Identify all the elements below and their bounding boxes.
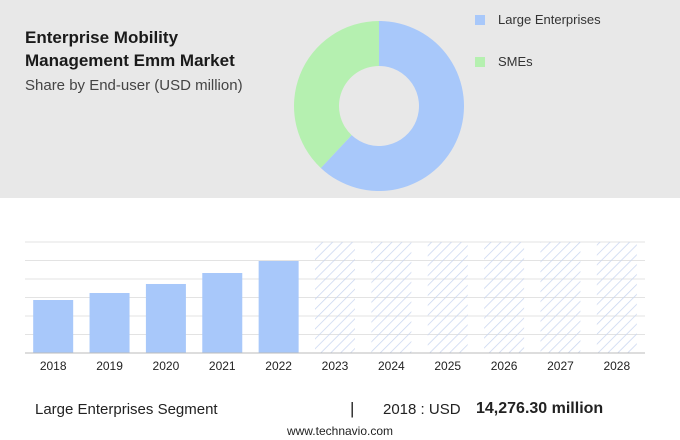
x-tick-label: 2023: [322, 359, 349, 373]
x-tick-label: 2020: [153, 359, 180, 373]
x-tick-label: 2018: [40, 359, 67, 373]
bar: [258, 261, 299, 353]
footer-separator: |: [350, 399, 355, 418]
legend-label: Large Enterprises: [498, 12, 601, 27]
chart-title: Enterprise Mobility Management Emm Marke…: [25, 28, 235, 70]
source: www.technavio.com: [286, 424, 394, 438]
forecast-placeholder: [596, 242, 637, 353]
forecast-placeholder: [427, 242, 468, 353]
legend-swatch: [475, 57, 485, 67]
bar: [33, 300, 74, 353]
forecast-placeholder: [315, 242, 355, 353]
x-tick-label: 2026: [491, 359, 518, 373]
donut-slice: [294, 21, 379, 168]
forecast-placeholder: [484, 242, 525, 353]
forecast-placeholder: [371, 242, 412, 353]
footer-year: 2018 : USD: [383, 401, 461, 418]
chart-subtitle: Share by End-user (USD million): [25, 77, 243, 94]
x-tick-label: 2021: [209, 359, 236, 373]
bar: [202, 272, 243, 353]
x-tick-label: 2027: [547, 359, 574, 373]
x-tick-label: 2024: [378, 359, 405, 373]
bar: [145, 283, 186, 353]
footer-segment: Large Enterprises Segment: [35, 401, 218, 418]
x-tick-label: 2025: [434, 359, 461, 373]
forecast-placeholder: [540, 242, 581, 353]
legend-swatch: [475, 15, 485, 25]
footer-value: 14,276.30 million: [476, 400, 604, 417]
x-tick-label: 2028: [603, 359, 630, 373]
donut-slice: [320, 21, 465, 192]
x-tick-label: 2019: [96, 359, 123, 373]
legend-label: SMEs: [498, 54, 533, 69]
x-tick-label: 2022: [265, 359, 292, 373]
bar: [89, 293, 130, 353]
